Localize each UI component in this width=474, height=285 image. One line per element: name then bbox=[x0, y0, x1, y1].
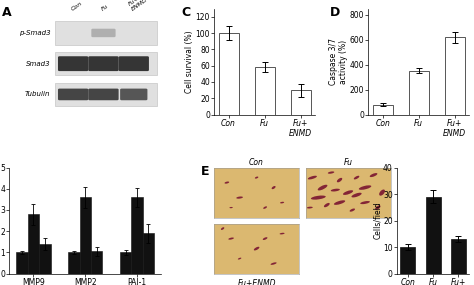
Text: Smad3: Smad3 bbox=[26, 61, 50, 67]
Text: A: A bbox=[2, 7, 11, 19]
Ellipse shape bbox=[360, 201, 370, 204]
Ellipse shape bbox=[280, 202, 284, 203]
Bar bbox=[426, 197, 441, 274]
Y-axis label: Caspase 3/7
activity (%): Caspase 3/7 activity (%) bbox=[328, 38, 348, 85]
Text: Fu: Fu bbox=[100, 3, 109, 12]
Ellipse shape bbox=[308, 176, 317, 180]
Ellipse shape bbox=[238, 258, 241, 260]
Bar bbox=[17, 253, 28, 274]
Ellipse shape bbox=[221, 227, 224, 230]
Text: p-Smad3: p-Smad3 bbox=[19, 30, 50, 36]
FancyBboxPatch shape bbox=[88, 56, 118, 71]
FancyBboxPatch shape bbox=[120, 89, 147, 100]
Text: Tubulin: Tubulin bbox=[25, 91, 50, 97]
Ellipse shape bbox=[228, 237, 234, 240]
Text: Fu+ENMD: Fu+ENMD bbox=[237, 279, 276, 285]
Bar bbox=[39, 244, 51, 274]
Text: C: C bbox=[182, 7, 191, 19]
Ellipse shape bbox=[350, 209, 355, 212]
Ellipse shape bbox=[354, 176, 359, 180]
Ellipse shape bbox=[225, 182, 229, 184]
Ellipse shape bbox=[324, 203, 330, 207]
Bar bbox=[131, 197, 143, 274]
FancyBboxPatch shape bbox=[58, 89, 88, 100]
Title: Fu: Fu bbox=[344, 158, 353, 168]
Bar bbox=[80, 197, 91, 274]
Text: Con: Con bbox=[70, 1, 83, 12]
Bar bbox=[143, 233, 154, 274]
Bar bbox=[451, 239, 466, 274]
Ellipse shape bbox=[331, 189, 340, 192]
Bar bbox=[55, 83, 156, 106]
Ellipse shape bbox=[370, 173, 377, 177]
Ellipse shape bbox=[307, 207, 313, 209]
Bar bbox=[55, 52, 156, 75]
Text: E: E bbox=[201, 166, 210, 178]
Bar bbox=[68, 253, 80, 274]
Ellipse shape bbox=[343, 190, 353, 195]
Ellipse shape bbox=[379, 190, 385, 196]
Bar bbox=[401, 247, 415, 274]
Ellipse shape bbox=[337, 178, 342, 182]
FancyBboxPatch shape bbox=[118, 56, 149, 71]
Text: Fu+
ENMD: Fu+ ENMD bbox=[128, 0, 149, 12]
Ellipse shape bbox=[263, 237, 267, 240]
Bar bbox=[409, 71, 428, 115]
Ellipse shape bbox=[271, 262, 277, 265]
Y-axis label: Cells/field: Cells/field bbox=[373, 202, 382, 239]
Ellipse shape bbox=[229, 207, 233, 208]
Y-axis label: Cell survival (%): Cell survival (%) bbox=[185, 30, 194, 93]
Title: Con: Con bbox=[249, 158, 264, 168]
Ellipse shape bbox=[311, 196, 326, 200]
Ellipse shape bbox=[254, 247, 259, 251]
Ellipse shape bbox=[272, 186, 275, 189]
Bar bbox=[91, 251, 102, 274]
Ellipse shape bbox=[328, 171, 334, 174]
Bar bbox=[291, 90, 310, 115]
Ellipse shape bbox=[334, 200, 345, 205]
Bar bbox=[255, 67, 274, 115]
Ellipse shape bbox=[280, 233, 284, 235]
Ellipse shape bbox=[237, 196, 243, 199]
Bar bbox=[445, 37, 465, 115]
Bar bbox=[120, 253, 131, 274]
Ellipse shape bbox=[263, 206, 267, 209]
Bar bbox=[55, 21, 156, 44]
Bar bbox=[373, 105, 392, 115]
Bar bbox=[28, 214, 39, 274]
Ellipse shape bbox=[255, 176, 258, 179]
FancyBboxPatch shape bbox=[91, 29, 116, 37]
Text: D: D bbox=[330, 7, 340, 19]
Ellipse shape bbox=[375, 205, 381, 210]
FancyBboxPatch shape bbox=[58, 56, 88, 71]
FancyBboxPatch shape bbox=[88, 89, 118, 100]
Ellipse shape bbox=[318, 185, 328, 190]
Ellipse shape bbox=[351, 193, 362, 198]
Bar bbox=[219, 33, 238, 115]
Ellipse shape bbox=[359, 185, 371, 190]
